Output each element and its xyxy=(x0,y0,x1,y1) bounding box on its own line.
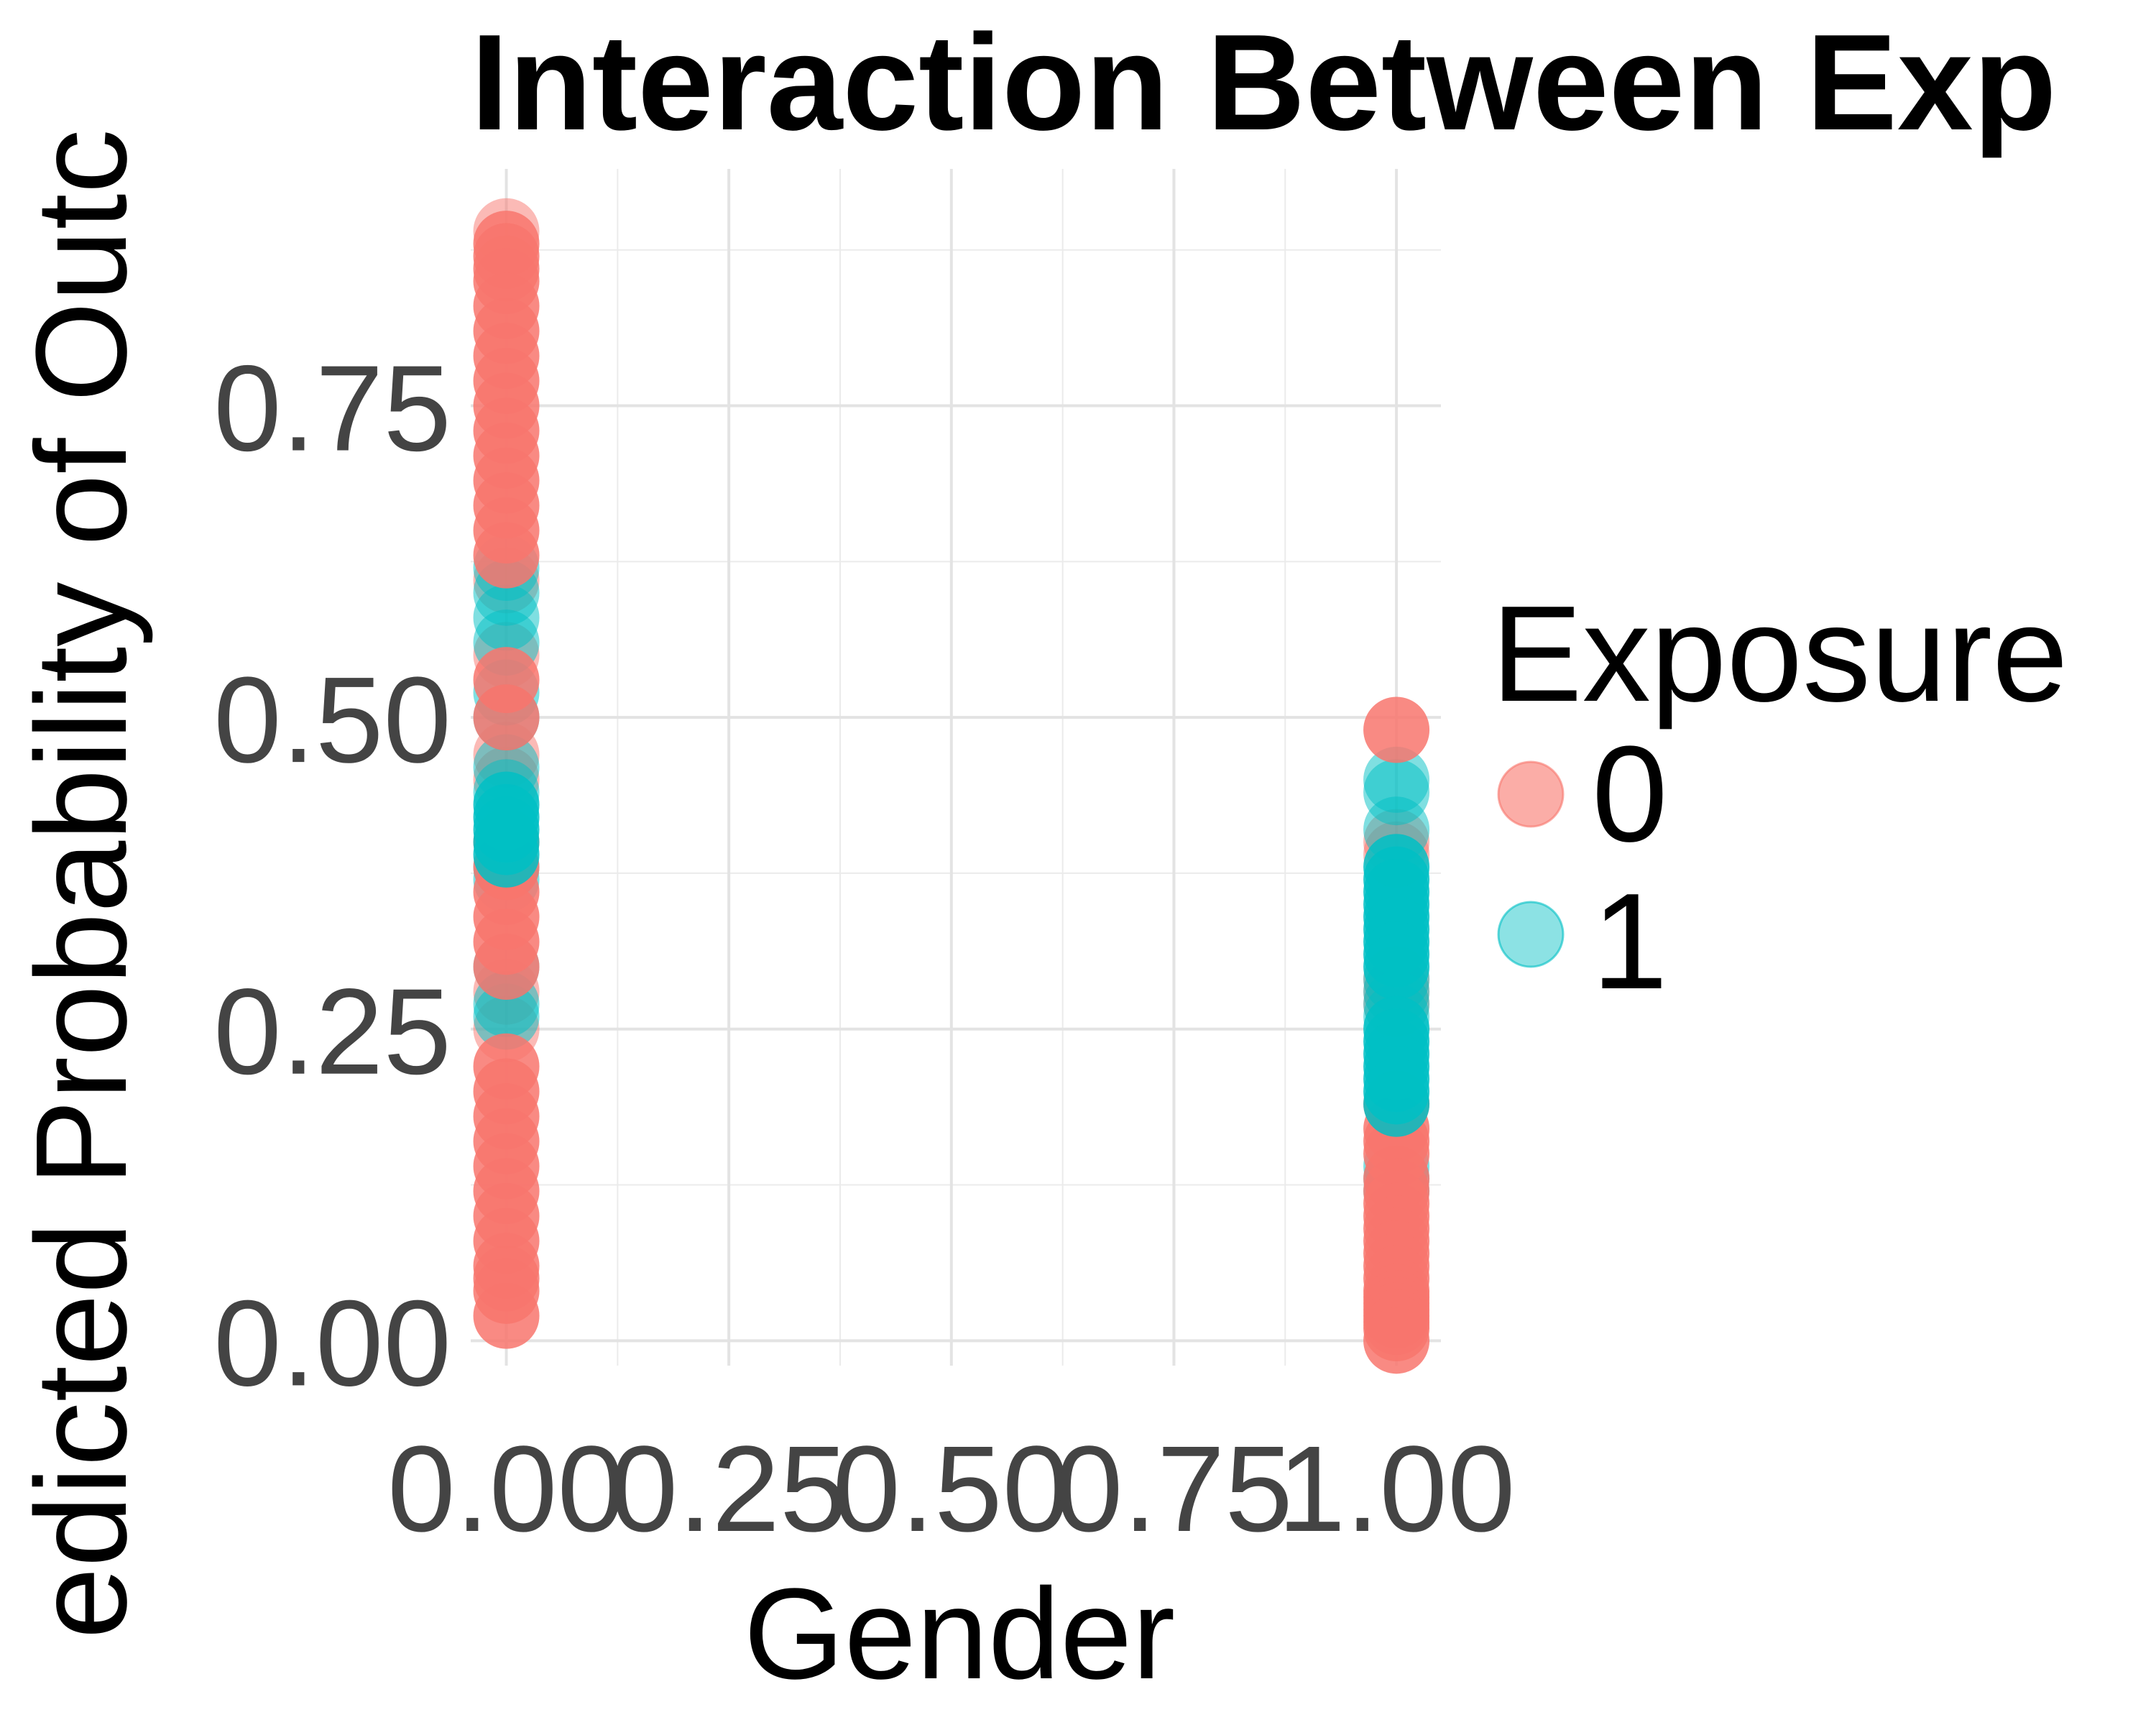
plot-gridlines xyxy=(471,169,1441,1366)
data-point-exposure-0 xyxy=(473,934,540,1000)
y-tick-label: 0.25 xyxy=(213,964,451,1100)
legend-title: Exposure xyxy=(1491,578,2068,730)
x-tick-label: 0.25 xyxy=(610,1421,848,1558)
data-point-exposure-0 xyxy=(1363,696,1430,763)
x-tick-label: 0.50 xyxy=(832,1421,1070,1558)
legend-label-exposure-1: 1 xyxy=(1592,865,1668,1018)
y-axis-title: edicted Probability of Outc xyxy=(9,129,154,1639)
x-tick-label: 1.00 xyxy=(1278,1421,1516,1558)
data-point-exposure-1 xyxy=(473,983,540,1050)
data-point-exposure-0 xyxy=(473,522,540,589)
data-point-exposure-0 xyxy=(1363,1307,1430,1374)
y-tick-label: 0.50 xyxy=(213,652,451,788)
data-point-exposure-1 xyxy=(1363,934,1430,1000)
y-tick-label: 0.75 xyxy=(213,341,451,477)
legend-label-exposure-0: 0 xyxy=(1592,718,1668,870)
y-tick-label: 0.00 xyxy=(213,1275,451,1412)
legend-swatch-exposure-1 xyxy=(1497,901,1565,968)
data-point-exposure-0 xyxy=(473,1282,540,1349)
data-point-exposure-0 xyxy=(473,684,540,751)
chart-title: Interaction Between Exp xyxy=(471,6,2057,159)
x-tick-label: 0.00 xyxy=(387,1421,625,1558)
y-axis-tick-labels: 0.00 0.25 0.50 0.75 xyxy=(213,341,451,1412)
data-points xyxy=(473,198,1430,1374)
legend: Exposure 0 1 xyxy=(1491,578,2068,1018)
x-axis-title: Gender xyxy=(744,1562,1175,1706)
data-point-exposure-1 xyxy=(473,821,540,888)
x-axis-tick-labels: 0.000.250.500.751.00 xyxy=(387,1421,1515,1558)
x-tick-label: 0.75 xyxy=(1055,1421,1293,1558)
legend-swatch-exposure-0 xyxy=(1497,760,1565,828)
data-point-exposure-1 xyxy=(1363,1070,1430,1137)
